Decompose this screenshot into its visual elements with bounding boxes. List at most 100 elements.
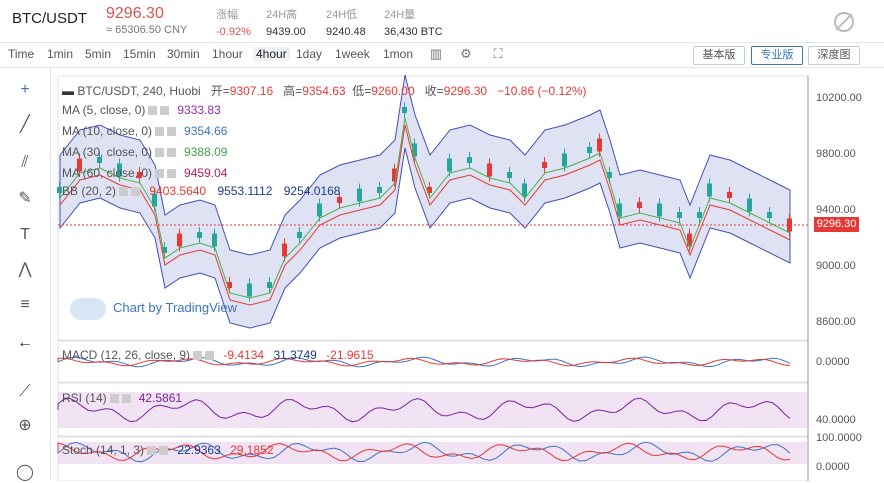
candle (767, 212, 772, 218)
candle (427, 187, 432, 193)
candle (447, 158, 452, 172)
cny-price: ≈ 65306.50 CNY (106, 24, 188, 36)
chart-type-icon[interactable]: ▥ (429, 46, 443, 61)
candle (607, 172, 612, 178)
candle (617, 203, 622, 217)
candle (587, 147, 592, 153)
ma5-legend: MA (5, close, 0) 9333.83 (62, 103, 221, 117)
legend-low: 9260.00 (371, 84, 415, 98)
legend-symbol: BTC/USDT, 240, Huobi (77, 84, 201, 98)
tf-4hour[interactable]: 4hour (253, 47, 290, 61)
candle (282, 243, 287, 257)
drawing-toolbar: + ╱ ⫽ ✎ T ⋀ ≡ ← ⟋ ⊕ ◯ (0, 68, 51, 481)
tradingview-logo (70, 298, 106, 320)
brush-icon[interactable]: ✎ (18, 190, 32, 207)
stat-change: 涨幅 -0.92% (216, 9, 251, 38)
candle (227, 282, 232, 288)
candle (747, 198, 752, 212)
candle (787, 218, 792, 232)
fullscreen-icon[interactable]: ⛶ (493, 46, 503, 61)
tf-time[interactable]: Time (8, 47, 35, 61)
back-arrow-icon[interactable]: ← (17, 334, 33, 351)
tradingview-watermark[interactable]: Chart by TradingView (113, 300, 238, 315)
candle (697, 212, 702, 218)
hide-eye-icon[interactable] (834, 12, 854, 32)
candle (267, 282, 272, 288)
price-tick: 9000.00 (816, 260, 856, 272)
price-tick: 10200.00 (816, 92, 862, 104)
tf-15min[interactable]: 15min (123, 47, 156, 61)
candle (677, 212, 682, 218)
macd-legend: MACD (12, 26, close, 9) -9.4134 31.3749 … (62, 348, 374, 362)
last-price: 9296.30 (106, 5, 164, 22)
candle (247, 283, 252, 297)
price-tick: 8600.00 (816, 316, 856, 328)
candle (197, 232, 202, 238)
legend-change: −10.86 (−0.12%) (497, 84, 587, 98)
tf-1min[interactable]: 1min (47, 47, 74, 61)
stoch-legend: Stoch (14, 1, 3) 22.9363 29.1852 (62, 443, 274, 457)
trend-line-icon[interactable]: ╱ (20, 116, 30, 133)
candle (727, 192, 732, 198)
view-depth-button[interactable]: 深度图 (808, 46, 860, 65)
price-tick: 9400.00 (816, 204, 856, 216)
candle (357, 188, 362, 202)
rsi-legend: RSI (14) 42.5861 (62, 391, 183, 405)
magnet-icon[interactable]: ◯ (16, 464, 34, 481)
tf-1mon[interactable]: 1mon (383, 47, 414, 61)
candle (507, 172, 512, 178)
stat-high: 24H高 9439.00 (266, 9, 306, 38)
view-basic-button[interactable]: 基本版 (693, 46, 745, 65)
tf-1week[interactable]: 1week (335, 47, 370, 61)
candle (317, 203, 322, 217)
candle (177, 233, 182, 247)
candle (542, 162, 547, 168)
candle (297, 232, 302, 238)
candle (707, 183, 712, 197)
candle (687, 233, 692, 247)
main-legend: ▬ BTC/USDT, 240, Huobi 开=9307.16 高=9354.… (62, 84, 587, 98)
text-tool-icon[interactable]: T (20, 226, 30, 243)
crosshair-icon[interactable]: + (20, 81, 30, 98)
candle (377, 187, 382, 193)
pattern-icon[interactable]: ⋀ (18, 261, 32, 278)
pitchfork-icon[interactable]: ⫽ (21, 154, 29, 171)
stat-volume: 24H量 36,430 BTC (384, 9, 443, 38)
tf-30min[interactable]: 30min (167, 47, 200, 61)
candle (212, 233, 217, 247)
ruler-icon[interactable]: ⟋ (19, 383, 31, 400)
legend-open: 9307.16 (229, 84, 274, 98)
settings-icon[interactable]: ⚙ (460, 46, 472, 61)
macd-tick: 0.0000 (816, 356, 850, 368)
zoom-in-icon[interactable]: ⊕ (18, 417, 32, 434)
legend-high: 9354.63 (302, 84, 346, 98)
chart-toolbar: Time 1min 5min 15min 30min 1hour 4hour 1… (0, 43, 884, 68)
rsi-tick: 40.0000 (816, 414, 856, 426)
candle (412, 143, 417, 157)
candle (162, 247, 167, 253)
pair-name: BTC/USDT (12, 10, 87, 27)
stoch-tick: 0.0000 (816, 461, 850, 473)
ma10-legend: MA (10, close, 0) 9354.66 (62, 124, 228, 138)
current-price-tag: 9296.30 (814, 217, 859, 232)
ma30-legend: MA (30, close, 0) 9388.09 (62, 145, 228, 159)
candle (487, 163, 492, 177)
candle (392, 168, 397, 182)
tf-5min[interactable]: 5min (85, 47, 112, 61)
candle (657, 203, 662, 217)
ticker-header: BTC/USDT 9296.30 ≈ 65306.50 CNY 涨幅 -0.92%… (0, 0, 884, 43)
bb-legend: BB (20, 2) 9403.5640 9553.1112 9254.0168 (62, 184, 341, 198)
candle (597, 138, 602, 152)
tf-1hour[interactable]: 1hour (212, 47, 243, 61)
collapse-icon[interactable]: ▬ (62, 84, 78, 98)
candle (522, 183, 527, 197)
legend-close: 9296.30 (443, 84, 488, 98)
ma60-legend: MA (60, close, 0) 9459.04 (62, 166, 228, 180)
fib-retracement-icon[interactable]: ≡ (20, 296, 30, 313)
candle (562, 153, 567, 167)
candle (402, 107, 407, 113)
price-tick: 9800.00 (816, 148, 856, 160)
tf-1day[interactable]: 1day (296, 47, 323, 61)
view-pro-button[interactable]: 专业版 (751, 46, 803, 65)
